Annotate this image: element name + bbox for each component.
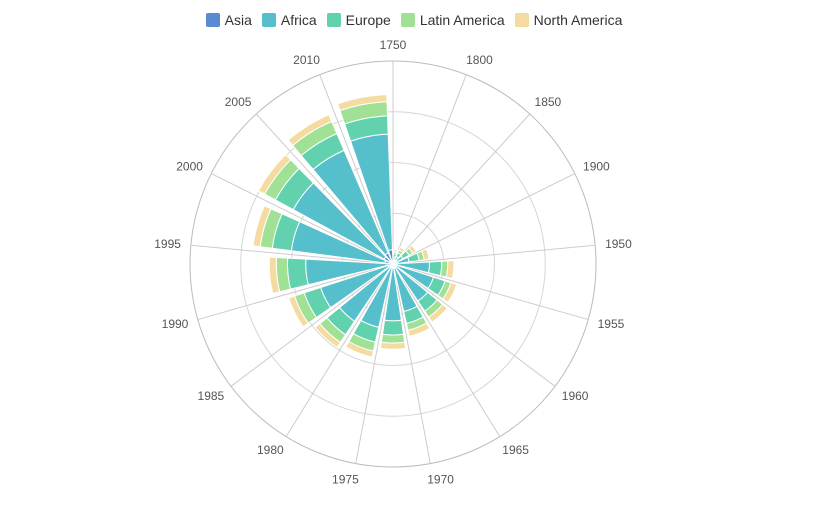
legend-swatch-north-america: [514, 13, 529, 27]
bar-segment-north-america[interactable]: [288, 295, 309, 328]
angle-split-line: [392, 113, 531, 265]
legend-label: Latin America: [419, 12, 505, 28]
bar-segment-europe[interactable]: [286, 257, 309, 290]
angle-tick-label: 1980: [257, 443, 284, 457]
legend-label: North America: [533, 12, 623, 28]
legend-item-africa[interactable]: Africa: [261, 12, 317, 28]
angle-split-line: [392, 74, 467, 265]
angle-tick-label: 1990: [162, 317, 189, 331]
bar-segment-latin-america[interactable]: [380, 333, 406, 344]
angle-split-line: [255, 113, 394, 265]
legend-swatch-africa: [261, 13, 276, 27]
legend-item-latin-america[interactable]: Latin America: [400, 12, 505, 28]
angle-tick-label: 2000: [176, 159, 203, 173]
angle-split-line: [211, 173, 394, 265]
legend-label: Europe: [345, 12, 391, 28]
angle-split-line: [355, 263, 394, 464]
bar-segment-north-america[interactable]: [407, 244, 417, 254]
polar-grid: [189, 60, 597, 468]
bar-segment-north-america[interactable]: [398, 246, 406, 254]
bar-segment-north-america[interactable]: [379, 341, 407, 350]
angle-tick-label: 1750: [380, 38, 407, 52]
angle-split-line: [392, 263, 589, 321]
bar-segment-north-america[interactable]: [257, 153, 292, 195]
legend-item-europe[interactable]: Europe: [326, 12, 391, 28]
angle-split-line: [190, 244, 394, 265]
angle-split-line: [319, 74, 394, 265]
bar-segment-north-america[interactable]: [252, 205, 272, 248]
angle-split-line: [392, 263, 431, 464]
angle-tick-label: 1950: [605, 237, 632, 251]
angle-split-line: [392, 263, 501, 437]
bar-segment-north-america[interactable]: [337, 94, 388, 112]
chart-legend: Asia Africa Europe Latin America North A…: [0, 12, 828, 28]
bar-segment-north-america[interactable]: [268, 256, 281, 295]
legend-swatch-europe: [326, 13, 341, 27]
angle-tick-label: 1900: [583, 159, 610, 173]
angle-tick-label: 2010: [293, 53, 320, 67]
angle-tick-label: 1985: [198, 389, 225, 403]
angle-split-line: [285, 263, 394, 437]
legend-label: Asia: [224, 12, 252, 28]
bar-segment-north-america[interactable]: [442, 282, 458, 304]
bar-segment-north-america[interactable]: [407, 322, 431, 337]
legend-label: Africa: [280, 12, 317, 28]
angle-tick-label: 1955: [598, 317, 625, 331]
angle-tick-label: 1960: [562, 389, 589, 403]
angle-tick-label: 1995: [154, 237, 181, 251]
bar-segment-europe[interactable]: [381, 319, 405, 336]
angle-tick-label: 1965: [502, 443, 529, 457]
bar-segment-north-america[interactable]: [427, 303, 448, 323]
angle-split-line: [392, 244, 596, 265]
angle-split-line: [230, 263, 394, 387]
bar-segment-north-america[interactable]: [392, 249, 399, 254]
angle-split-line: [197, 263, 394, 321]
bar-segment-north-america[interactable]: [287, 114, 333, 147]
angle-tick-label: 2005: [225, 95, 252, 109]
bar-segment-north-america[interactable]: [421, 248, 430, 261]
legend-item-north-america[interactable]: North America: [514, 12, 623, 28]
angle-split-line: [392, 173, 575, 265]
angle-axis-labels: 1750 1800 1850 1900 1950 1955 1960 1965 1970 1975…: [154, 38, 632, 486]
angle-tick-label: 1800: [466, 53, 493, 67]
angle-split-line: [392, 263, 556, 387]
bar-segment-north-america[interactable]: [314, 322, 342, 349]
bar-series: [252, 94, 458, 358]
legend-item-asia[interactable]: Asia: [205, 12, 252, 28]
bar-segment-north-america[interactable]: [445, 260, 455, 280]
bar-segment-north-america[interactable]: [345, 340, 374, 358]
legend-swatch-latin-america: [400, 13, 415, 27]
angle-tick-label: 1970: [427, 472, 454, 486]
angle-tick-label: 1850: [535, 95, 562, 109]
bar-segment-europe[interactable]: [427, 260, 443, 277]
angle-tick-label: 1975: [332, 472, 359, 486]
legend-swatch-asia: [205, 13, 220, 27]
